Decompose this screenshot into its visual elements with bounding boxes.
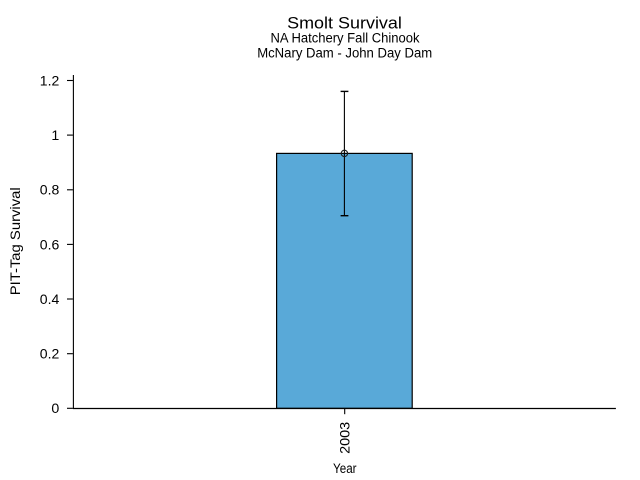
- svg-text:NA Hatchery Fall Chinook: NA Hatchery Fall Chinook: [271, 30, 421, 46]
- svg-text:1: 1: [51, 128, 59, 144]
- svg-text:0.2: 0.2: [40, 347, 60, 363]
- svg-text:1.2: 1.2: [40, 73, 60, 89]
- svg-text:McNary Dam - John Day Dam: McNary Dam - John Day Dam: [257, 46, 432, 62]
- svg-text:0.4: 0.4: [40, 292, 60, 308]
- svg-text:Smolt Survival: Smolt Survival: [287, 14, 402, 33]
- svg-text:0.6: 0.6: [40, 237, 60, 253]
- svg-text:Year: Year: [333, 461, 357, 477]
- svg-text:2003: 2003: [338, 422, 354, 454]
- svg-text:0: 0: [51, 401, 59, 417]
- svg-text:0.8: 0.8: [40, 183, 60, 199]
- svg-text:PIT-Tag Survival: PIT-Tag Survival: [8, 187, 24, 295]
